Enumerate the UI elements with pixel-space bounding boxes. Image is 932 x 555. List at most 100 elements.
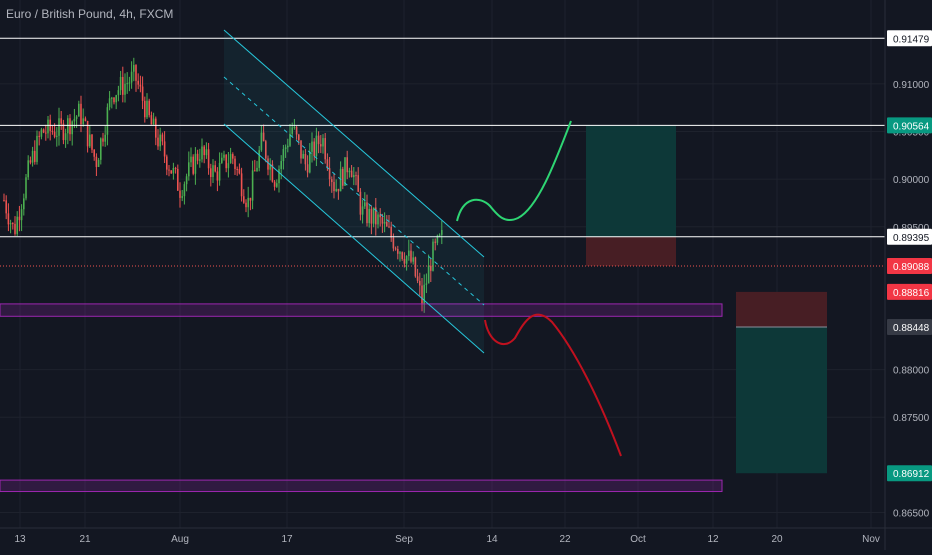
candle-body (282, 149, 285, 162)
candle-body (69, 118, 71, 135)
candle-body (166, 156, 168, 170)
candle-body (256, 167, 258, 172)
candle-body (392, 237, 395, 249)
candle-body (441, 229, 443, 235)
short-target-zone[interactable] (736, 326, 827, 474)
candles (3, 57, 443, 313)
candle-body (51, 130, 54, 132)
candle-body (196, 153, 199, 161)
candle-body (56, 135, 58, 137)
price-tick-label: 0.91000 (893, 80, 930, 91)
candle-body (122, 76, 124, 95)
candle-body (273, 181, 276, 187)
candle-body (339, 168, 342, 192)
candle-body (141, 86, 144, 101)
candle-body (47, 119, 49, 134)
candle-body (262, 132, 265, 142)
candle-body (86, 121, 89, 147)
candle-body (214, 165, 216, 172)
candle-body (254, 170, 256, 172)
price-tick-label: 0.90000 (893, 175, 930, 186)
candle-body (249, 197, 252, 201)
candle-body (423, 284, 425, 305)
candle-body (320, 144, 322, 147)
candle-body (108, 98, 111, 108)
time-tick-label: Oct (630, 534, 646, 545)
candle-body (361, 206, 364, 215)
candle-body (93, 149, 95, 157)
candle-body (73, 118, 76, 122)
candle-body (194, 153, 197, 174)
candle-body (386, 221, 388, 227)
candle-body (119, 76, 122, 91)
candle-body (394, 248, 397, 250)
candle-body (289, 133, 291, 146)
candle-body (18, 216, 21, 221)
candle-body (190, 156, 192, 163)
candle-body (247, 197, 249, 208)
candle-body (313, 141, 315, 157)
candle-body (243, 196, 245, 203)
bullish-projection-curve[interactable] (456, 120, 572, 222)
candle-body (408, 250, 410, 257)
symbol-title[interactable]: Euro / British Pound, 4h, FXCM (6, 7, 174, 21)
candle-body (135, 65, 137, 81)
candle-body (183, 184, 186, 197)
candle-body (364, 202, 366, 207)
channel-lower-line[interactable] (223, 123, 485, 354)
candle-body (29, 160, 32, 163)
candle-body (251, 170, 254, 201)
support-zone[interactable] (0, 303, 723, 317)
short-stop-zone[interactable] (736, 291, 827, 327)
bearish-projection-curve[interactable] (484, 313, 622, 457)
candle-body (38, 135, 40, 137)
channel-upper-line[interactable] (223, 29, 485, 258)
candle-body (346, 157, 348, 173)
candle-body (82, 118, 84, 125)
price-tag (887, 228, 932, 245)
candle-body (317, 135, 320, 145)
candle-body (144, 100, 146, 118)
candle-body (124, 83, 126, 95)
candle-body (368, 208, 370, 224)
candle-body (302, 154, 304, 159)
candle-body (328, 168, 331, 180)
price-axis (885, 0, 932, 550)
time-tick-label: 14 (486, 534, 498, 545)
candle-body (375, 207, 377, 225)
long-stop-zone[interactable] (586, 236, 676, 266)
long-target-zone[interactable] (586, 125, 676, 237)
time-tick-label: Nov (862, 534, 880, 545)
support-zone[interactable] (0, 479, 723, 493)
price-tag-label: 0.86912 (893, 469, 930, 480)
candle-body (284, 147, 287, 150)
price-tag-label: 0.91479 (893, 34, 930, 45)
candle-body (221, 157, 223, 163)
time-tick-label: 17 (281, 534, 293, 545)
candle-body (218, 162, 221, 181)
candle-body (383, 221, 386, 224)
candle-body (159, 134, 161, 147)
candle-body (381, 217, 384, 224)
candle-body (181, 196, 183, 198)
candle-body (304, 154, 307, 165)
candle-body (163, 141, 166, 157)
candle-body (315, 135, 318, 157)
candle-body (403, 258, 406, 264)
candle-body (333, 182, 335, 192)
candle-body (236, 168, 238, 170)
candle-body (267, 158, 269, 170)
candle-body (309, 151, 311, 173)
candle-body (397, 249, 399, 254)
candle-body (157, 137, 159, 147)
drawings[interactable] (0, 29, 885, 493)
candle-body (223, 154, 225, 158)
candle-body (430, 265, 432, 271)
candle-body (412, 257, 414, 262)
candle-body (97, 159, 100, 167)
candle-body (185, 176, 188, 185)
candle-body (357, 175, 359, 192)
